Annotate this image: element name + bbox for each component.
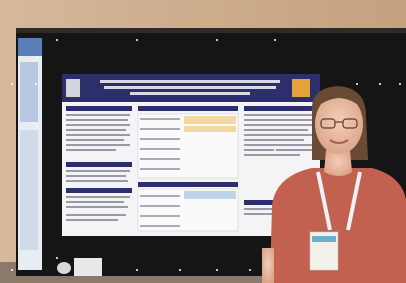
sign [74,258,102,276]
left-poster-block [20,130,38,250]
poster-tables [138,106,238,231]
left-poster-block [20,62,38,122]
photo [0,0,406,283]
left-poster-header [18,38,42,56]
poster-logo [66,79,80,97]
board-frame [16,28,406,33]
cup [57,262,71,274]
page [0,0,406,283]
poster-qr [292,79,310,97]
